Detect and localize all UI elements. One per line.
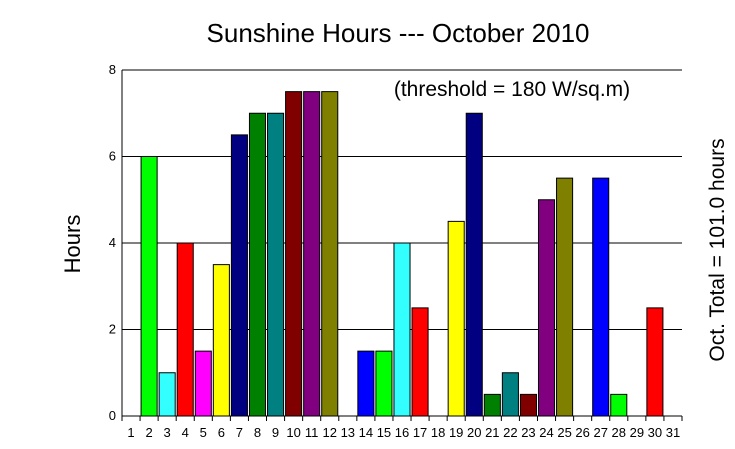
x-tick-label: 14	[359, 425, 373, 440]
x-tick-label: 22	[503, 425, 517, 440]
bar-day-8	[248, 112, 267, 417]
bar-day-4	[176, 242, 194, 417]
bar-day-30	[646, 307, 664, 417]
x-tick-label: 12	[323, 425, 337, 440]
bar-day-24	[537, 199, 556, 417]
x-tick-label: 27	[593, 425, 607, 440]
bar-day-23	[519, 393, 537, 417]
monthly-total-label: Oct. Total = 101.0 hours	[706, 138, 729, 361]
bar-day-14	[357, 350, 375, 417]
bar-day-22	[501, 372, 519, 417]
bar-day-7	[230, 134, 248, 417]
x-tick-label: 30	[648, 425, 662, 440]
bar-day-21	[483, 393, 501, 417]
x-tick-label: 3	[164, 425, 171, 440]
bar-day-27	[592, 177, 610, 417]
bar-day-20	[465, 112, 483, 417]
bar-day-2	[140, 156, 158, 417]
threshold-annotation: (threshold = 180 W/sq.m)	[394, 78, 630, 101]
bar-day-5	[194, 350, 212, 417]
chart-title: Sunshine Hours --- October 2010	[207, 18, 590, 48]
x-tick-label: 29	[630, 425, 644, 440]
x-tick-label: 31	[666, 425, 680, 440]
bar-day-11	[303, 91, 321, 417]
x-tick-label: 26	[575, 425, 589, 440]
bar-day-3	[158, 372, 176, 417]
y-tick-label: 2	[109, 322, 116, 337]
bar-day-15	[375, 350, 393, 417]
bar-day-17	[411, 307, 429, 417]
bars-layer	[140, 91, 664, 417]
x-tick-label: 13	[341, 425, 355, 440]
x-tick-label: 28	[612, 425, 626, 440]
x-tick-label: 21	[485, 425, 499, 440]
y-tick-label: 0	[109, 408, 116, 423]
x-tick-label: 25	[557, 425, 571, 440]
y-tick-label: 4	[109, 235, 116, 250]
x-tick-label: 8	[254, 425, 261, 440]
bar-day-10	[285, 91, 303, 417]
x-tick-label: 19	[449, 425, 463, 440]
x-tick-label: 2	[145, 425, 152, 440]
x-tick-label: 10	[286, 425, 300, 440]
bar-day-25	[556, 177, 574, 417]
bar-day-16	[393, 242, 411, 417]
x-tick-label: 24	[539, 425, 553, 440]
x-tick-label: 1	[127, 425, 134, 440]
bar-day-19	[447, 220, 465, 417]
y-tick-label: 6	[109, 149, 116, 164]
x-tick-label: 7	[236, 425, 243, 440]
y-tick-label: 8	[109, 62, 116, 77]
bar-day-9	[267, 112, 285, 417]
x-tick-label: 6	[218, 425, 225, 440]
x-tick-label: 9	[272, 425, 279, 440]
y-axis-label: Hours	[60, 215, 85, 274]
x-tick-label: 15	[377, 425, 391, 440]
x-tick-label: 18	[431, 425, 445, 440]
x-tick-label: 4	[182, 425, 189, 440]
bar-day-28	[610, 393, 628, 417]
bar-day-6	[212, 264, 230, 417]
x-tick-label: 17	[413, 425, 427, 440]
bar-day-12	[321, 91, 339, 417]
x-tick-label: 23	[521, 425, 535, 440]
x-tick-label: 16	[395, 425, 409, 440]
x-tick-label: 5	[200, 425, 207, 440]
x-tick-label: 20	[467, 425, 481, 440]
x-tick-label: 11	[305, 425, 319, 440]
